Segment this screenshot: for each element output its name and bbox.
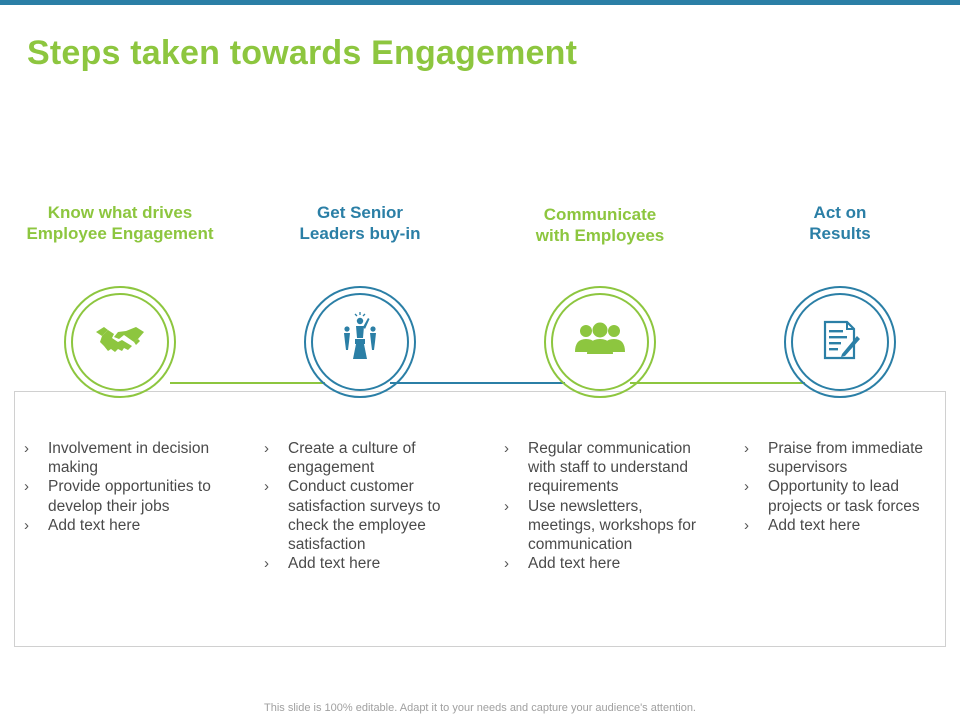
list-item: Involvement in decision making xyxy=(24,439,224,477)
step-2-heading: Get Senior Leaders buy-in xyxy=(299,203,421,243)
leader-podium-icon xyxy=(344,312,376,359)
list-item: Add text here xyxy=(24,516,224,535)
list-item: Add text here xyxy=(504,554,704,573)
step-1-heading: Know what drives Employee Engagement xyxy=(26,203,214,243)
list-item: Provide opportunities to develop their j… xyxy=(24,477,224,515)
step-3-bullets: Regular communication with staff to unde… xyxy=(504,439,704,574)
step-1-circle xyxy=(62,284,178,400)
list-item: Use newsletters, meetings, workshops for… xyxy=(504,497,704,555)
step-1-bullets: Involvement in decision making Provide o… xyxy=(24,439,224,535)
list-item: Conduct customer satisfaction surveys to… xyxy=(264,477,464,554)
step-3-circle xyxy=(542,284,658,400)
list-item: Praise from immediate supervisors xyxy=(744,439,944,477)
document-edit-icon xyxy=(823,320,860,360)
step-4-circle xyxy=(782,284,898,400)
list-item: Regular communication with staff to unde… xyxy=(504,439,704,497)
slide-title: Steps taken towards Engagement xyxy=(27,34,578,72)
list-item: Add text here xyxy=(264,554,464,573)
team-icon xyxy=(575,322,625,354)
list-item: Create a culture of engagement xyxy=(264,439,464,477)
list-item: Add text here xyxy=(744,516,944,535)
top-accent-bar xyxy=(0,0,960,5)
step-4-heading: Act on Results xyxy=(809,203,871,243)
step-2-bullets: Create a culture of engagement Conduct c… xyxy=(264,439,464,574)
step-4-bullets: Praise from immediate supervisors Opport… xyxy=(744,439,944,535)
list-item: Opportunity to lead projects or task for… xyxy=(744,477,944,515)
step-3-heading: Communicate with Employees xyxy=(535,205,665,245)
handshake-icon xyxy=(96,327,144,352)
footer-note: This slide is 100% editable. Adapt it to… xyxy=(264,702,696,714)
step-2-circle xyxy=(302,284,418,400)
